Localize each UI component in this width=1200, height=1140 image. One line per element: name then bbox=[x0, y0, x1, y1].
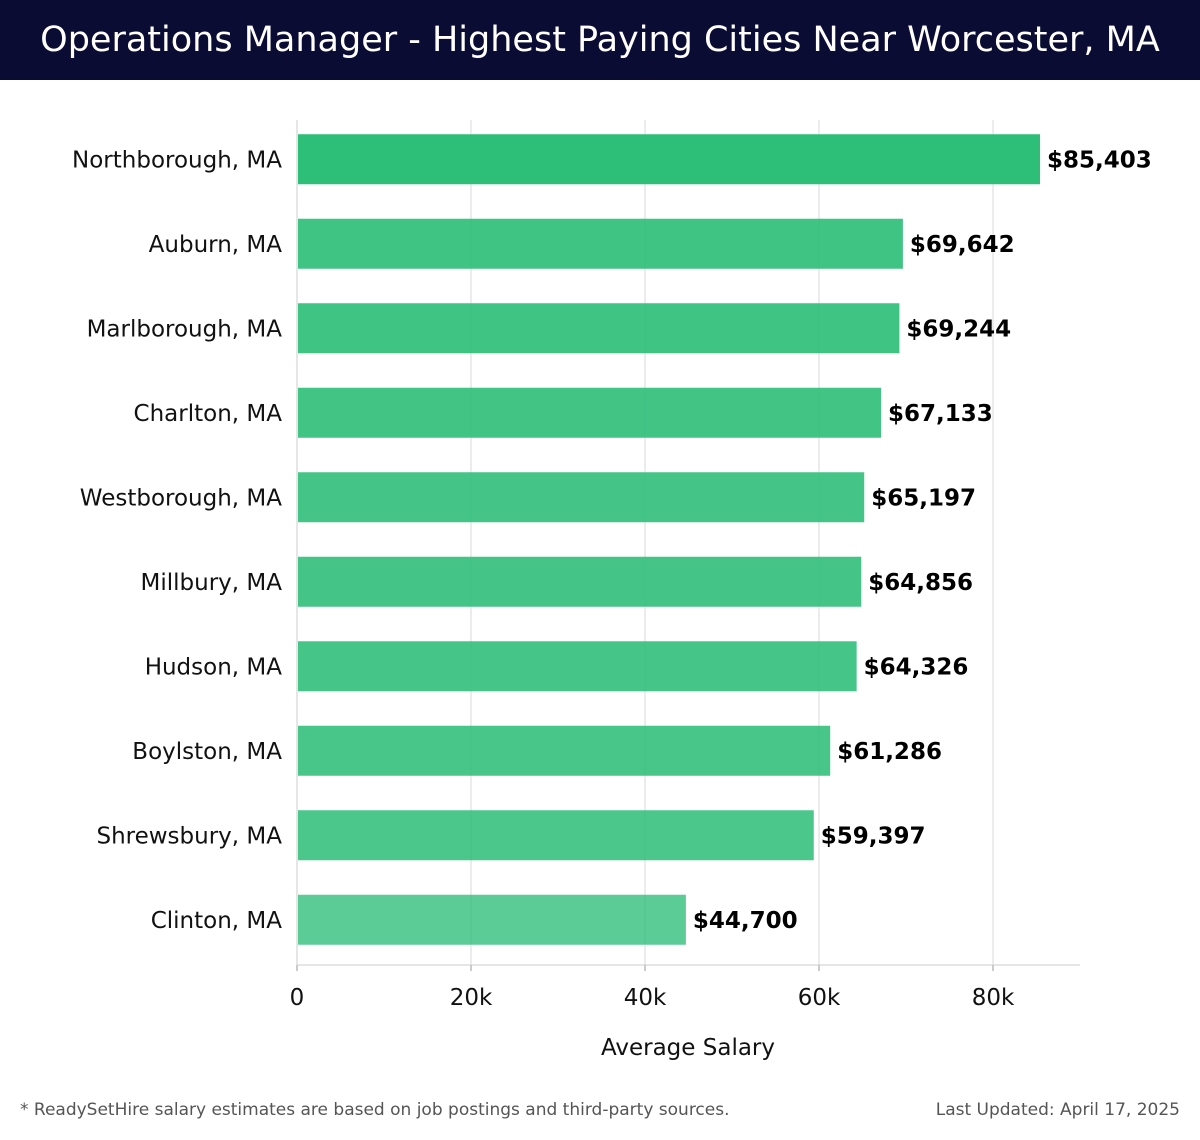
category-label: Millbury, MA bbox=[141, 570, 283, 596]
bar-layer bbox=[298, 134, 1041, 945]
value-label: $69,642 bbox=[910, 232, 1015, 258]
bar bbox=[298, 556, 862, 607]
bar bbox=[298, 218, 903, 269]
category-label: Northborough, MA bbox=[72, 147, 282, 173]
bar bbox=[298, 134, 1041, 185]
value-label: $65,197 bbox=[871, 485, 976, 511]
value-label-layer: $85,403 $69,642 $69,244 $67,133 $65,197 $64,8… bbox=[693, 147, 1152, 934]
category-label-layer: Northborough, MA Auburn, MA Marlborough, M… bbox=[72, 147, 282, 934]
bar bbox=[298, 894, 686, 945]
x-tick-label: 20k bbox=[450, 985, 493, 1011]
category-label: Auburn, MA bbox=[149, 232, 283, 258]
category-label: Shrewsbury, MA bbox=[96, 823, 282, 849]
x-tick-label: 40k bbox=[624, 985, 667, 1011]
value-label: $44,700 bbox=[693, 908, 798, 934]
value-label: $85,403 bbox=[1047, 147, 1152, 173]
bar bbox=[298, 472, 865, 523]
x-tick-label: 0 bbox=[290, 985, 305, 1011]
value-label: $67,133 bbox=[888, 401, 993, 427]
value-label: $61,286 bbox=[837, 739, 942, 765]
x-tick-label: 80k bbox=[972, 985, 1015, 1011]
category-label: Boylston, MA bbox=[132, 739, 282, 765]
category-label: Clinton, MA bbox=[151, 908, 283, 934]
bar bbox=[298, 641, 857, 692]
category-label: Marlborough, MA bbox=[87, 316, 283, 342]
category-label: Westborough, MA bbox=[80, 485, 282, 511]
category-label: Hudson, MA bbox=[145, 654, 283, 680]
x-axis-title: Average Salary bbox=[601, 1035, 775, 1061]
value-label: $64,856 bbox=[868, 570, 973, 596]
category-label: Charlton, MA bbox=[134, 401, 283, 427]
bar bbox=[298, 387, 882, 438]
value-label: $69,244 bbox=[906, 316, 1011, 342]
x-tick-label: 60k bbox=[798, 985, 841, 1011]
bar bbox=[298, 810, 814, 861]
footer-note: * ReadySetHire salary estimates are base… bbox=[20, 1100, 730, 1120]
chart-header: Operations Manager - Highest Paying Citi… bbox=[0, 0, 1200, 80]
bar bbox=[298, 725, 831, 776]
value-label: $59,397 bbox=[821, 823, 926, 849]
salary-bar-chart: Northborough, MA Auburn, MA Marlborough, M… bbox=[72, 120, 1152, 1061]
x-axis: 0 20k 40k 60k 80k bbox=[290, 120, 1080, 1011]
chart-title: Operations Manager - Highest Paying Citi… bbox=[40, 20, 1160, 60]
value-label: $64,326 bbox=[864, 654, 969, 680]
footer-updated: Last Updated: April 17, 2025 bbox=[935, 1100, 1180, 1120]
bar bbox=[298, 303, 900, 354]
